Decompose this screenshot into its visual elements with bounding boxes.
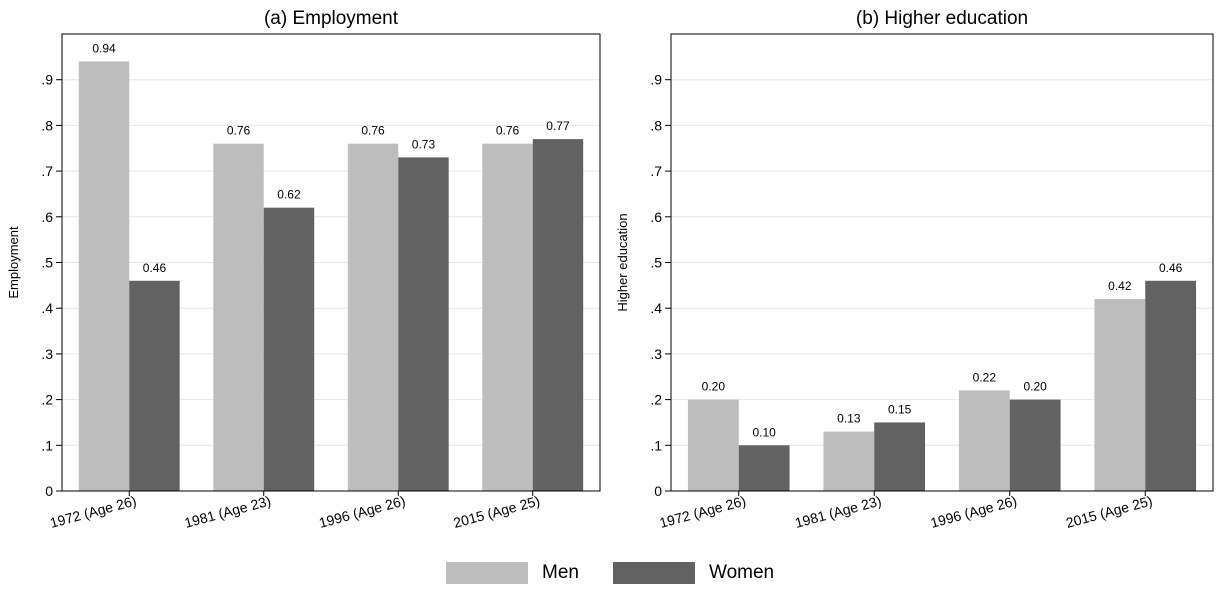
- bar-men-3: [958, 390, 1010, 491]
- y-tick-label: .1: [41, 437, 53, 453]
- legend: Men Women: [0, 562, 1222, 592]
- y-tick-label: 0: [45, 483, 53, 499]
- bar-women-4: [1145, 280, 1197, 491]
- legend-item-women: Women: [613, 562, 774, 584]
- bar-value-label: 0.42: [1108, 279, 1132, 293]
- x-tick-label: 1981 (Age 23): [793, 492, 883, 530]
- y-tick-label: 0: [654, 483, 662, 499]
- legend-item-men: Men: [446, 562, 579, 584]
- x-tick-label: 1996 (Age 26): [317, 492, 407, 530]
- legend-label-women: Women: [709, 562, 775, 583]
- y-tick-label: .3: [41, 346, 53, 362]
- y-tick-label: .8: [41, 117, 53, 133]
- bar-women-1: [738, 445, 790, 491]
- x-tick-label: 1996 (Age 26): [929, 492, 1019, 530]
- bar-value-label: 0.77: [546, 119, 570, 133]
- bar-value-label: 0.22: [973, 370, 997, 384]
- plot-frame: [670, 33, 1214, 492]
- bar-men-1: [687, 399, 739, 491]
- bar-value-label: 0.94: [92, 41, 116, 55]
- y-tick-label: .8: [650, 117, 662, 133]
- y-tick-label: .7: [650, 163, 662, 179]
- bar-value-label: 0.62: [277, 188, 301, 202]
- plot-frame: [61, 33, 601, 492]
- y-tick-label: .2: [650, 392, 662, 408]
- bar-women-2: [874, 422, 926, 491]
- y-tick-label: .2: [41, 392, 53, 408]
- legend-label-men: Men: [542, 562, 579, 583]
- x-tick-label: 1972 (Age 26): [658, 492, 748, 530]
- bar-value-label: 0.15: [888, 402, 912, 416]
- bar-men-3: [347, 143, 399, 491]
- legend-swatch-women: [613, 562, 695, 584]
- bar-men-1: [78, 61, 130, 492]
- y-tick-label: .7: [41, 163, 53, 179]
- y-tick-label: .1: [650, 437, 662, 453]
- chart-panel-1: (a) Employment Employment 0 .1 .2 .3 .4 .5 .6 .7.…: [6, 8, 601, 531]
- chart-canvas: (a) Employment Employment 0 .1 .2 .3 .4 .5 .6 .7.…: [6, 8, 1214, 531]
- bar-women-3: [1009, 399, 1061, 491]
- bar-value-label: 0.20: [702, 380, 726, 394]
- y-tick-label: .3: [650, 346, 662, 362]
- x-tick-label: 1972 (Age 26): [48, 492, 138, 530]
- chart-panel-2: (b) Higher education Higher education 0 .1.…: [615, 8, 1214, 531]
- bar-women-3: [398, 157, 449, 491]
- bar-men-4: [1094, 299, 1146, 491]
- bar-value-label: 0.46: [143, 261, 167, 275]
- bar-value-label: 0.20: [1023, 380, 1047, 394]
- y-axis-label: Higher education: [615, 213, 630, 311]
- bar-women-4: [532, 139, 584, 492]
- bar-value-label: 0.73: [412, 137, 436, 151]
- y-tick-label: .4: [650, 300, 662, 316]
- chart-title: (b) Higher education: [856, 8, 1028, 29]
- bar-men-2: [823, 431, 875, 491]
- bar-value-label: 0.76: [496, 124, 520, 138]
- legend-swatch-men: [446, 562, 528, 584]
- chart-title: (a) Employment: [264, 8, 399, 29]
- y-tick-label: .9: [650, 72, 662, 88]
- bar-women-1: [129, 280, 180, 491]
- y-axis-label: Employment: [6, 226, 21, 299]
- bar-men-2: [213, 143, 264, 491]
- bar-value-label: 0.76: [361, 124, 385, 138]
- x-tick-label: 1981 (Age 23): [183, 492, 273, 530]
- y-tick-label: .9: [41, 72, 53, 88]
- y-tick-label: .5: [41, 255, 53, 271]
- x-tick-label: 2015 (Age 25): [452, 492, 542, 530]
- bar-men-4: [482, 143, 533, 491]
- bar-women-2: [263, 207, 315, 491]
- bar-value-label: 0.46: [1159, 261, 1183, 275]
- bar-value-label: 0.10: [752, 425, 776, 439]
- y-tick-label: .6: [650, 209, 662, 225]
- y-tick-label: .4: [41, 300, 53, 316]
- bar-value-label: 0.76: [227, 124, 251, 138]
- y-tick-label: .6: [41, 209, 53, 225]
- x-tick-label: 2015 (Age 25): [1064, 492, 1154, 530]
- bar-value-label: 0.13: [837, 412, 861, 426]
- y-tick-label: .5: [650, 255, 662, 271]
